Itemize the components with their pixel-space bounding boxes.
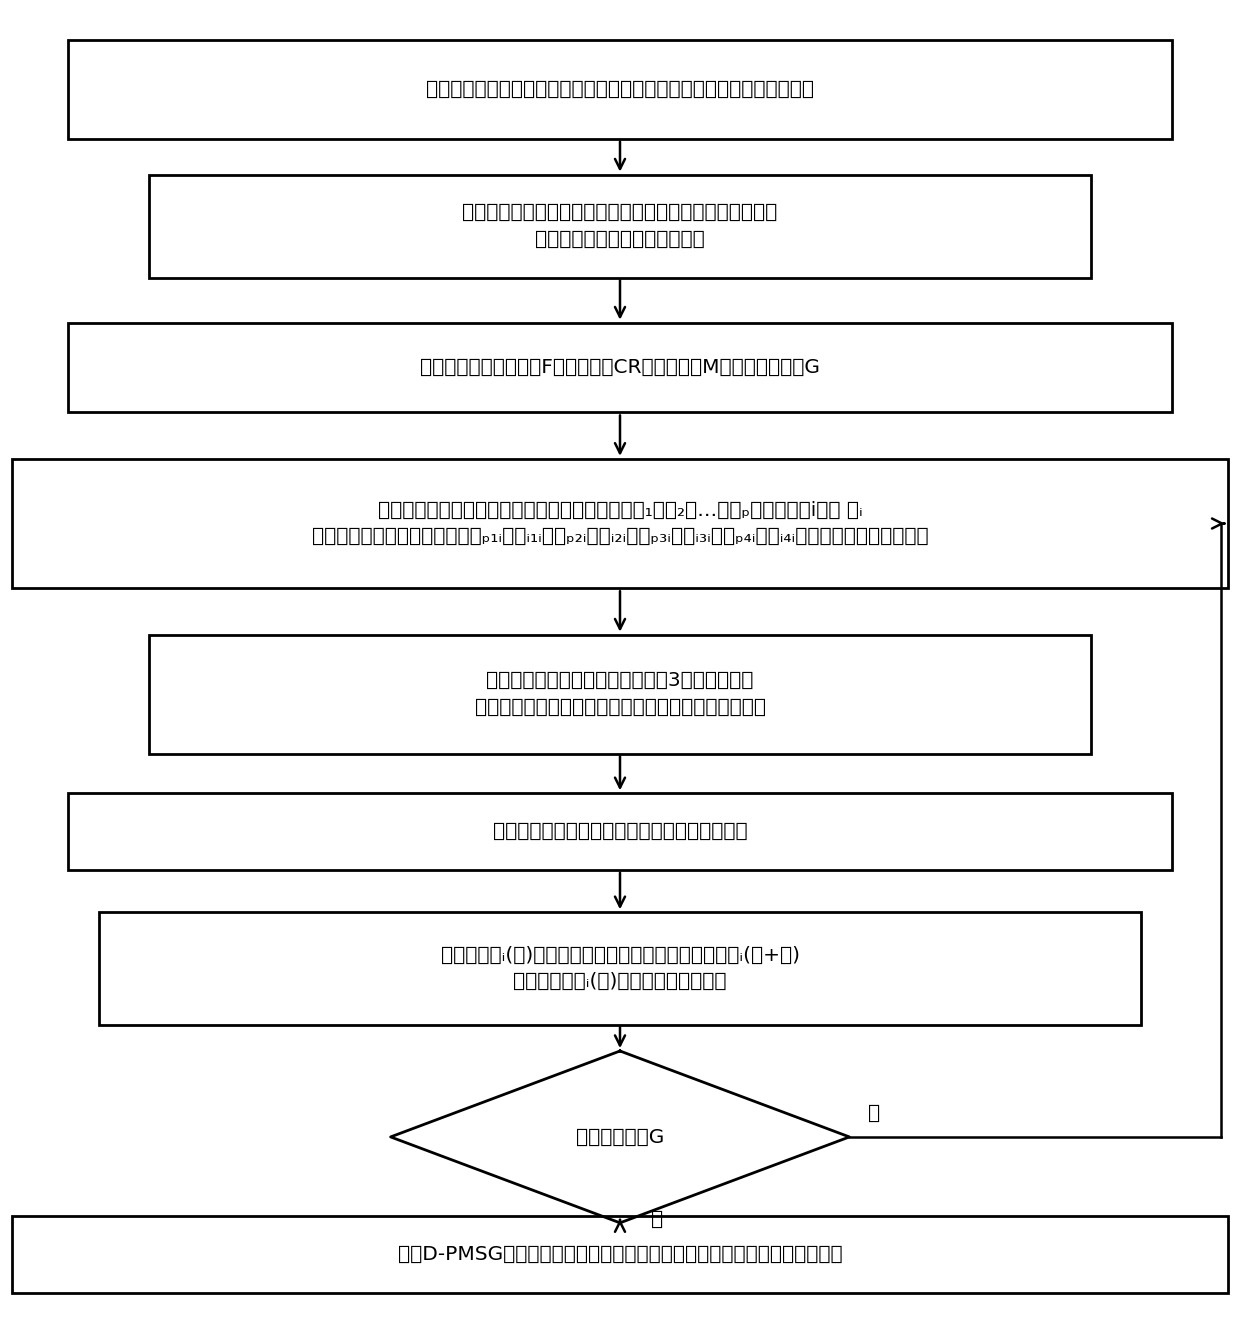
Text: 通过采用占空比函数描述的建模方法建立网侧变流器系统的状态空间模型: 通过采用占空比函数描述的建模方法建立网侧变流器系统的状态空间模型 [427,79,813,99]
Text: 否: 否 [868,1104,880,1122]
FancyBboxPatch shape [99,912,1141,1025]
Text: 输出D-PMSG最优系统输出曲线、最优控制增量信号曲线和最优控制信号曲线: 输出D-PMSG最优系统输出曲线、最优控制增量信号曲线和最优控制信号曲线 [398,1245,842,1264]
FancyBboxPatch shape [68,40,1172,139]
FancyBboxPatch shape [68,793,1172,870]
FancyBboxPatch shape [12,459,1228,588]
Text: 随机产生满足约束条件的实数编码的种群Ｐ＝｛ｘ₁，ｘ₂，…，ｘₚ｝，其中第i个体 ｘᵢ
表示待优化的控制增量序列｛Ｋₚ₁ᵢ，Ｋᵢ₁ᵢ，Ｋₚ₂ᵢ，Ｋᵢ₂ᵢ，Ｋₚ₃ᵢ: 随机产生满足约束条件的实数编码的种群Ｐ＝｛ｘ₁，ｘ₂，…，ｘₚ｝，其中第i个体 … [311,501,929,546]
Text: 最大迭代次数G: 最大迭代次数G [575,1128,665,1146]
FancyBboxPatch shape [149,635,1091,754]
Text: 为了增加干扰参数向量的多样性，进行交叉操作: 为了增加干扰参数向量的多样性，进行交叉操作 [492,822,748,841]
Text: 是: 是 [651,1210,663,1229]
Text: 为了确定ｘᵢ(ｔ)能否成为下一代的成员，和实验向量ｖᵢ(ｔ+１)
和目标向量ｘᵢ(ｔ)对评价函数进行比较: 为了确定ｘᵢ(ｔ)能否成为下一代的成员，和实验向量ｖᵢ(ｔ+１) 和目标向量ｘᵢ… [440,945,800,992]
FancyBboxPatch shape [68,323,1172,412]
FancyBboxPatch shape [149,175,1091,278]
FancyBboxPatch shape [12,1216,1228,1293]
Text: 设置参数値：变异因子F，交叉因子CR，群体规模M，最大迭代次数G: 设置参数値：变异因子F，交叉因子CR，群体规模M，最大迭代次数G [420,358,820,377]
Text: 通过两相同步旋转坐标系下的三相定子绕组电压方程来获得
机侧变流器系统的状态空间模型: 通过两相同步旋转坐标系下的三相定子绕组电压方程来获得 机侧变流器系统的状态空间模… [463,204,777,249]
Text: 进行变异操作，从群体中随机选择3个个体ｘｐ１
，ｘｐ２，ｘｐ３，且ｐ１、ｐ２、ｐ３三者互不相等: 进行变异操作，从群体中随机选择3个个体ｘｐ１ ，ｘｐ２，ｘｐ３，且ｐ１、ｐ２、ｐ… [475,672,765,717]
